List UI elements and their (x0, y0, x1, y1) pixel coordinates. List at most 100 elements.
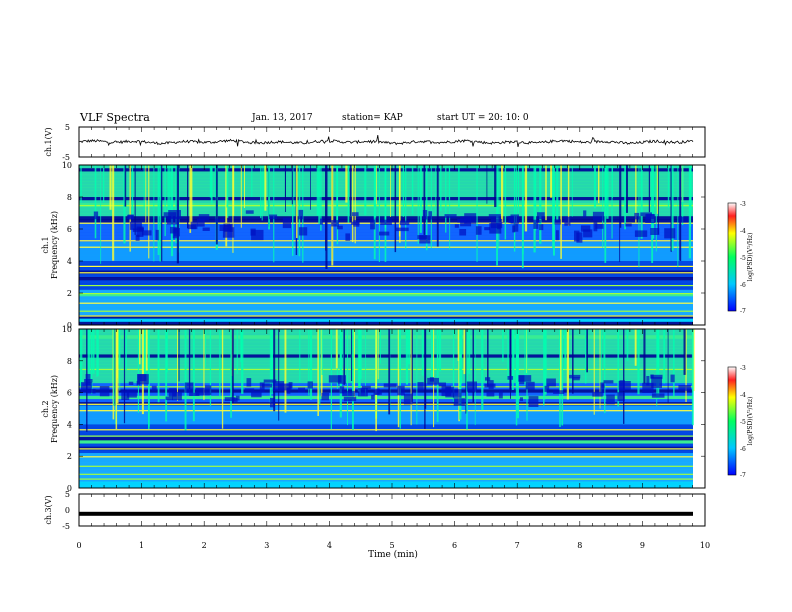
low-psd-patch (126, 389, 137, 398)
ch2-colorbar-tick: -5 (740, 419, 746, 426)
low-psd-patch (269, 214, 278, 220)
spectrogram-band (79, 465, 693, 470)
sferic-streak (457, 329, 459, 361)
sferic-streak (231, 329, 234, 404)
ch3-ytick-mid: 0 (65, 506, 70, 515)
sferic-streak (572, 329, 574, 394)
narrowband-line (79, 310, 693, 312)
sferic-streak (131, 165, 134, 215)
sferic-streak (240, 165, 242, 228)
spectrogram-band (79, 280, 693, 284)
spectrogram-band (79, 462, 693, 467)
spectrogram-band (79, 315, 693, 320)
sferic-streak (507, 329, 509, 382)
low-psd-patch (319, 218, 323, 225)
y-tick-label: 8 (67, 357, 72, 366)
sferic-streak (390, 165, 391, 217)
sferic-streak (448, 165, 450, 200)
sferic-streak (103, 165, 105, 203)
sferic-streak (560, 329, 562, 394)
sferic-streak (398, 329, 401, 370)
low-psd-patch (172, 391, 182, 401)
sferic-streak (656, 165, 659, 214)
ch1-spectrogram-ticks (78, 165, 706, 325)
sferic-streak (612, 165, 613, 198)
sferic-streak (603, 329, 605, 368)
low-psd-patch (592, 391, 603, 397)
sferic-streak (210, 165, 213, 204)
sferic-streak (343, 329, 345, 385)
sferic-streak (593, 329, 595, 415)
low-psd-patch (539, 224, 544, 231)
sferic-streak (273, 329, 276, 412)
low-psd-patch (651, 393, 665, 398)
sferic-streak (598, 165, 600, 204)
sferic-streak (550, 165, 553, 198)
sferic-streak (474, 329, 476, 426)
low-psd-patch (650, 374, 654, 379)
sferic-streak (431, 329, 434, 383)
sferic-streak (625, 165, 628, 213)
sferic-streak (129, 165, 131, 252)
ch1-ylabel: ch.1(V) (44, 127, 53, 156)
low-psd-patch (457, 219, 467, 223)
sferic-streak (88, 329, 91, 385)
sferic-streak (145, 329, 148, 371)
sferic-streak (189, 165, 192, 233)
sferic-streak (623, 329, 625, 424)
sferic-streak (425, 165, 428, 251)
sferic-streak (600, 329, 602, 396)
y-tick-label: 0 (67, 484, 72, 493)
sferic-streak (436, 165, 439, 247)
sferic-streak (539, 165, 542, 244)
narrowband-line (79, 302, 693, 304)
sferic-streak (112, 165, 115, 261)
sferic-streak (264, 165, 267, 211)
low-psd-patch (489, 223, 502, 234)
ch2-spectrogram-ticks (78, 329, 706, 488)
sferic-streak (657, 165, 659, 235)
sferic-streak (219, 329, 221, 397)
sferic-streak (145, 165, 147, 223)
ch2-colorbar: -3 -4 -5 -6 -7 log(PSD)(V²/Hz) (727, 365, 754, 479)
sferic-streak (342, 329, 344, 365)
low-psd-patch (619, 380, 625, 392)
y-tick-label: 6 (67, 389, 72, 398)
sferic-streak (688, 165, 691, 259)
low-psd-patch (151, 385, 157, 391)
sferic-streak (354, 165, 356, 244)
sferic-streak (373, 165, 377, 218)
sferic-streak (498, 165, 500, 249)
low-psd-patch (634, 212, 640, 220)
sferic-streak (411, 329, 413, 402)
low-psd-patch (537, 212, 545, 220)
sferic-streak (656, 329, 658, 407)
low-psd-patch (99, 386, 110, 397)
sferic-streak (175, 165, 178, 244)
sferic-streak (559, 329, 561, 427)
ch1-colorbar: -3 -4 -5 -6 -7 log(PSD)(V²/Hz) (727, 201, 754, 315)
low-psd-patch (528, 396, 539, 407)
ch2-colorbar-tick: -6 (740, 446, 746, 453)
sferic-streak (516, 329, 519, 419)
sferic-streak (143, 329, 146, 372)
sferic-streak (241, 329, 244, 394)
spectrogram-band (79, 344, 693, 349)
sferic-streak (673, 329, 675, 397)
ch2-spectrogram-ylabel-2: Frequency (kHz) (50, 375, 59, 443)
low-psd-patch (651, 377, 662, 388)
spectrogram-band (79, 376, 693, 381)
narrowband-line (79, 465, 693, 467)
low-psd-patch (298, 387, 306, 393)
low-psd-patch (485, 377, 491, 381)
sferic-streak (308, 329, 310, 396)
sferic-streak (670, 165, 672, 252)
sferic-streak (325, 165, 327, 251)
sferic-streak (593, 165, 596, 209)
sferic-streak (159, 165, 162, 262)
sferic-streak (402, 165, 405, 217)
spectrogram-band (79, 364, 693, 368)
low-psd-patch (135, 234, 140, 241)
sferic-streak (624, 165, 626, 230)
y-tick-label: 2 (67, 452, 72, 461)
